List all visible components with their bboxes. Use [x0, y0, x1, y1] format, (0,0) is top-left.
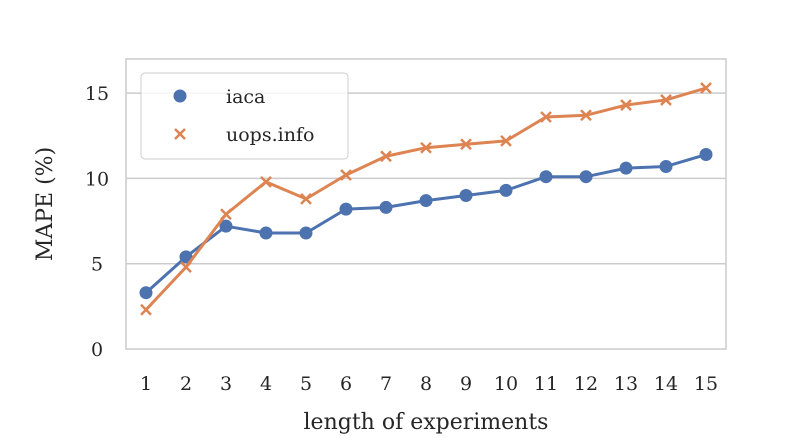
- data-point: [580, 109, 592, 122]
- data-point: [179, 250, 193, 264]
- data-point: [499, 183, 513, 197]
- x-tick-label: 13: [614, 373, 638, 395]
- y-tick-label: 0: [91, 339, 103, 361]
- data-point: [699, 148, 713, 162]
- data-point: [340, 169, 352, 181]
- data-point: [460, 138, 472, 151]
- x-axis-title: length of experiments: [304, 410, 549, 435]
- data-point: [219, 219, 233, 233]
- data-point: [700, 82, 712, 94]
- data-point: [220, 208, 232, 221]
- x-tick-label: 12: [574, 373, 598, 395]
- series-iaca: [139, 148, 713, 300]
- legend-marker: [174, 128, 186, 140]
- data-point: [380, 150, 392, 163]
- series-layer: [139, 82, 713, 316]
- data-point: [540, 111, 552, 123]
- data-point: [660, 94, 672, 106]
- data-point: [339, 202, 353, 216]
- x-tick-label: 3: [220, 373, 232, 395]
- y-tick-label: 5: [91, 254, 103, 276]
- data-point: [300, 192, 312, 205]
- data-point: [420, 141, 432, 154]
- plot-area-frame: [125, 58, 727, 350]
- legend-label: iaca: [226, 86, 265, 108]
- legend-box: [140, 72, 349, 160]
- x-tick-label: 15: [694, 373, 718, 395]
- data-point: [419, 194, 433, 208]
- y-tick-label: 15: [85, 83, 109, 105]
- x-axis-ticks: 1 2 3 4 5 6 7 8 9 10 11 12 13 14 15: [140, 373, 718, 395]
- data-point: [659, 159, 673, 173]
- y-axis-title: MAPE (%): [33, 147, 58, 261]
- x-tick-label: 5: [300, 373, 312, 395]
- data-point: [539, 170, 553, 184]
- data-point: [259, 226, 273, 240]
- data-point: [260, 175, 272, 188]
- y-axis-ticks: 0 5 10 15: [85, 83, 109, 361]
- series-uops-info: [140, 82, 712, 316]
- data-point: [139, 286, 153, 300]
- x-tick-label: 11: [534, 373, 558, 395]
- x-tick-label: 8: [420, 373, 432, 395]
- data-point: [299, 226, 313, 240]
- data-point: [579, 170, 593, 184]
- legend-marker: [173, 89, 187, 103]
- data-point: [180, 261, 192, 274]
- legend-label: uops.info: [226, 124, 314, 146]
- x-tick-label: 9: [460, 373, 472, 395]
- data-point: [619, 161, 633, 175]
- x-tick-label: 4: [260, 373, 272, 395]
- x-tick-label: 6: [340, 373, 352, 395]
- data-point: [140, 303, 152, 316]
- data-point: [459, 188, 473, 202]
- y-tick-label: 10: [85, 168, 109, 190]
- data-point: [379, 200, 393, 214]
- data-point: [500, 134, 512, 147]
- data-point: [620, 99, 632, 111]
- legend: iaca uops.info: [140, 72, 349, 160]
- x-tick-label: 10: [494, 373, 518, 395]
- x-tick-label: 7: [380, 373, 392, 395]
- x-tick-label: 1: [140, 373, 152, 395]
- x-tick-label: 14: [654, 373, 678, 395]
- x-tick-label: 2: [180, 373, 192, 395]
